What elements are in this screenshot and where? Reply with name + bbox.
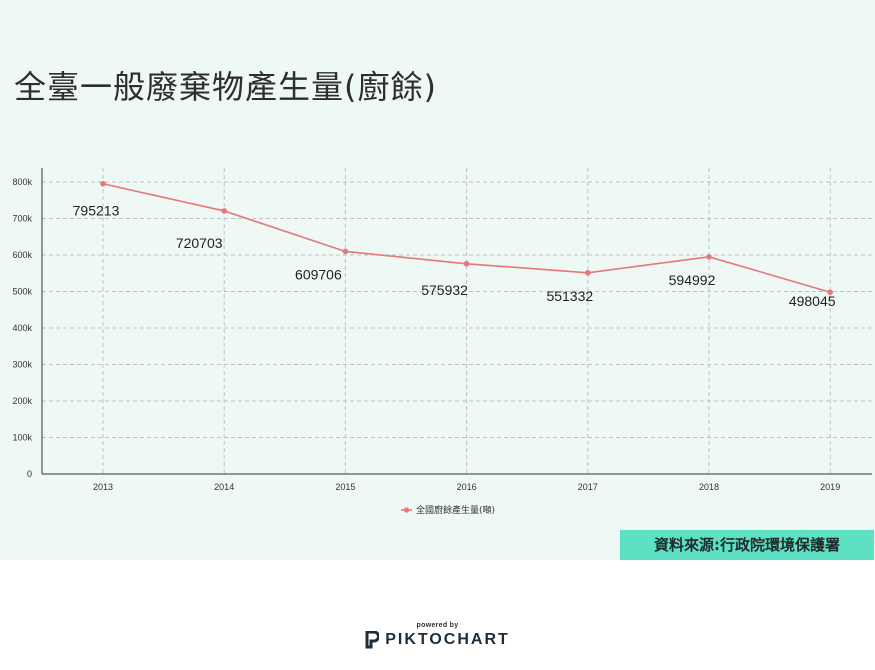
piktochart-logo-icon [365,631,380,649]
data-label: 720703 [176,235,223,251]
y-tick-label: 0 [27,469,32,479]
y-tick-label: 600k [12,250,32,260]
data-label: 551332 [546,288,593,304]
x-tick-label: 2014 [214,482,234,492]
y-tick-label: 800k [12,177,32,187]
y-tick-label: 200k [12,396,32,406]
data-point [463,260,470,267]
source-badge: 資料來源:行政院環境保護署 [620,530,874,560]
y-tick-label: 500k [12,287,32,297]
legend-label: 全國廚餘產生量(噸) [416,504,495,516]
powered-by-label: powered by [416,622,459,629]
page-title: 全臺一般廢棄物產生量(廚餘) [14,68,437,106]
x-tick-label: 2013 [93,482,113,492]
data-label: 575932 [421,282,468,298]
infographic-canvas: 全臺一般廢棄物產生量(廚餘) 0 100k 200k 300k 400k 500k 600k… [0,0,875,560]
y-tick-label: 700k [12,214,32,224]
y-tick-label: 300k [12,360,32,370]
footer: powered by PIKTOCHART [0,622,875,654]
piktochart-logo[interactable]: PIKTOCHART [365,631,510,649]
data-point [827,289,833,296]
x-tick-label: 2016 [457,482,477,492]
data-point [221,208,227,214]
data-point [100,180,106,187]
data-point [342,248,349,255]
x-tick-label: 2017 [578,482,598,492]
data-label: 609706 [295,266,342,282]
data-label: 795213 [73,203,120,219]
x-tick-label: 2018 [699,482,719,492]
x-tick-label: 2019 [820,482,840,492]
data-point [585,269,591,276]
brand-name: PIKTOCHART [385,631,510,648]
data-point [706,254,712,260]
legend-marker [403,507,410,513]
data-label: 594992 [669,272,716,288]
x-tick-label: 2015 [335,482,355,492]
line-chart: 0 100k 200k 300k 400k 500k 600k 700k 800k 2013 201… [12,168,872,516]
y-tick-label: 400k [12,323,32,333]
y-tick-label: 100k [12,433,32,443]
data-label: 498045 [789,293,836,309]
